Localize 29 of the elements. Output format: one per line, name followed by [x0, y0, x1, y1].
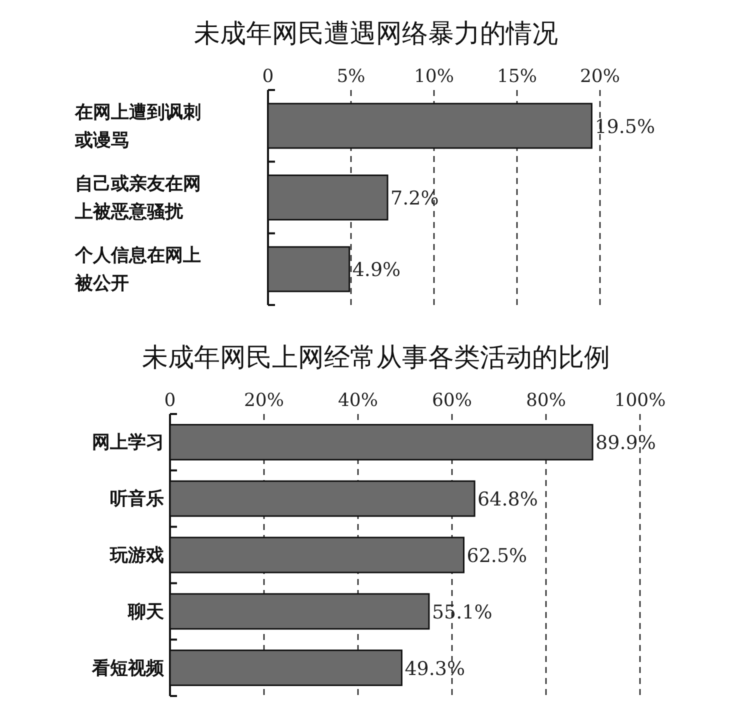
chart-title: 未成年网民上网经常从事各类活动的比例 — [142, 343, 610, 373]
data-label: 64.8% — [478, 488, 538, 511]
data-label: 7.2% — [390, 188, 439, 210]
x-tick-label: 40% — [338, 390, 378, 411]
x-tick-label: 100% — [614, 390, 666, 411]
x-tick-label: 60% — [432, 390, 472, 411]
x-tick-label: 20% — [580, 66, 620, 87]
x-tick-label: 0 — [164, 390, 176, 411]
y-tick-label: 在网上遭到讽刺或谩骂 — [74, 102, 201, 151]
y-tick-label: 网上学习 — [92, 432, 164, 454]
data-label: 4.9% — [352, 259, 401, 282]
y-tick-label: 玩游戏 — [109, 545, 164, 566]
y-tick-label: 听音乐 — [110, 488, 164, 510]
y-tick-label: 个人信息在网上被公开 — [74, 245, 201, 294]
x-tick-label: 5% — [336, 66, 366, 87]
x-tick-label: 15% — [496, 66, 538, 87]
data-label: 55.1% — [432, 601, 492, 624]
y-tick-label: 自己或亲友在网上被恶意骚扰 — [74, 174, 201, 222]
data-label: 62.5% — [466, 545, 528, 567]
data-label: 49.3% — [404, 658, 466, 680]
y-tick-label: 聊天 — [127, 601, 164, 622]
x-tick-label: 0 — [262, 66, 274, 87]
x-tick-label: 20% — [244, 390, 284, 411]
data-label: 19.5% — [594, 116, 656, 138]
y-tick-label: 看短视频 — [91, 658, 165, 679]
data-label: 89.9% — [596, 432, 656, 454]
x-tick-label: 10% — [414, 66, 454, 87]
x-tick-label: 80% — [526, 390, 566, 411]
chart-title: 未成年网民遭遇网络暴力的情况 — [194, 19, 558, 49]
